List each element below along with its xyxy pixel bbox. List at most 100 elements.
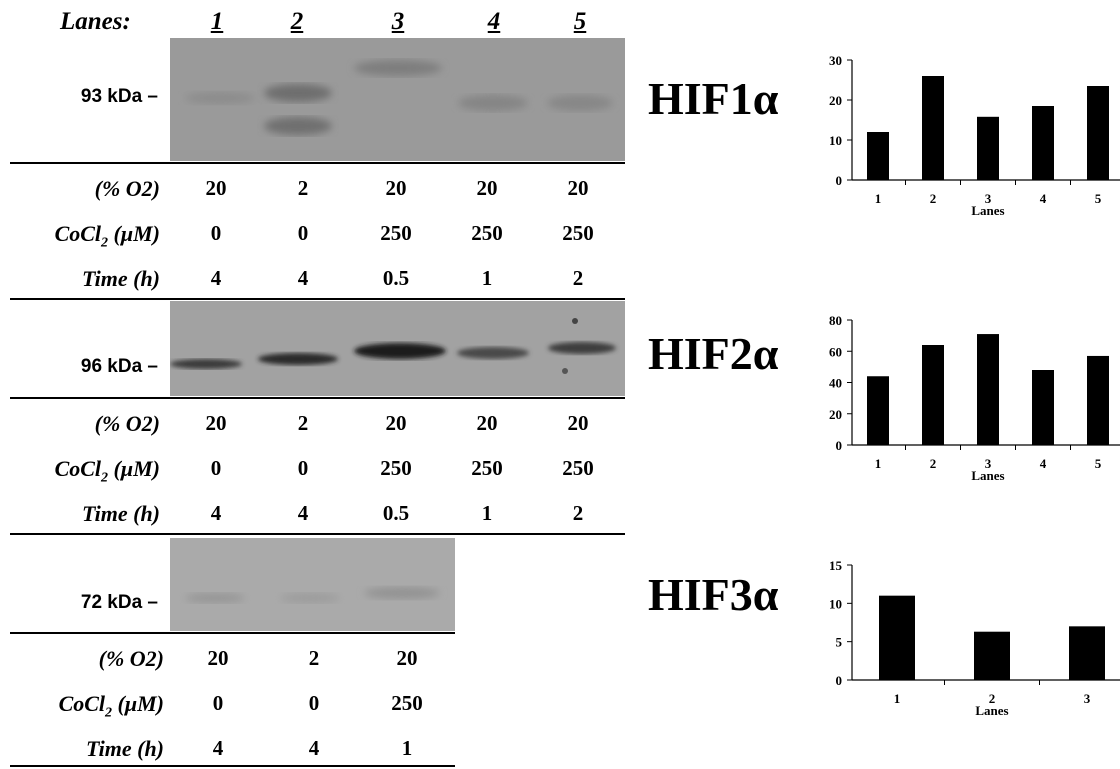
- cocl2-label: CoCl2 (μM): [54, 221, 160, 251]
- bar: [977, 116, 999, 180]
- time-label: Time (h): [82, 266, 160, 291]
- y-tick-label: 60: [829, 344, 842, 359]
- cocl2-value: 250: [380, 221, 412, 245]
- y-tick-label: 10: [829, 596, 842, 611]
- blot-bands-hif3a: [185, 587, 440, 603]
- y-tick-label: 0: [836, 173, 843, 188]
- time-value: 0.5: [382, 266, 410, 290]
- bar: [1087, 86, 1109, 180]
- x-tick-label: 5: [1095, 191, 1102, 206]
- cocl2-value: 0: [297, 221, 309, 245]
- bar: [922, 76, 944, 180]
- protein-label-hif1a: HIF1α: [648, 73, 779, 124]
- x-tick-label: 1: [875, 191, 882, 206]
- o2-value: 20: [385, 411, 407, 435]
- x-axis-label: Lanes: [971, 203, 1004, 218]
- bar: [879, 595, 915, 680]
- o2-label: (% O2): [94, 176, 160, 201]
- y-tick-label: 30: [829, 53, 842, 68]
- cocl2-value: 250: [562, 456, 594, 480]
- x-tick-label: 3: [985, 191, 992, 206]
- o2-value: 20: [207, 646, 229, 670]
- bar-chart-hif3a: 0 5 10 15 1 2 3 Lanes: [829, 558, 1120, 718]
- blot-bands-hif2a: [170, 318, 616, 374]
- bar: [867, 376, 889, 445]
- y-tick-label: 10: [829, 133, 842, 148]
- lane-number-4: 4: [487, 8, 501, 35]
- kda-marker-hif3a: 72 kDa –: [80, 592, 158, 613]
- cocl2-value: 250: [562, 221, 594, 245]
- cocl2-value: 0: [210, 456, 222, 480]
- protein-label-hif2a: HIF2α: [648, 328, 779, 379]
- time-value: 0.5: [382, 501, 410, 525]
- time-value: 4: [297, 501, 309, 525]
- time-value: 4: [210, 501, 222, 525]
- time-label: Time (h): [86, 736, 164, 761]
- lanes-header-label: Lanes:: [60, 8, 131, 35]
- bar-chart-hif2a: 0 20 40 60 80 1 2 3 4 5 Lanes: [829, 313, 1120, 483]
- o2-label: (% O2): [94, 411, 160, 436]
- divider: [10, 162, 625, 164]
- y-tick-label: 20: [829, 93, 842, 108]
- western-blot-hif1a: [170, 38, 625, 161]
- protein-label-hif3a: HIF3α: [648, 569, 779, 620]
- time-value: 2: [572, 501, 584, 525]
- time-label: Time (h): [82, 501, 160, 526]
- time-value: 4: [210, 266, 222, 290]
- bar: [977, 334, 999, 445]
- bar: [974, 631, 1010, 680]
- western-blot-hif2a: [170, 301, 625, 396]
- divider: [10, 533, 625, 535]
- y-tick-label: 20: [829, 407, 842, 422]
- cocl2-value: 0: [212, 691, 224, 715]
- bar: [1069, 626, 1105, 680]
- time-value: 4: [308, 736, 320, 760]
- time-value: 1: [481, 266, 493, 290]
- y-tick-label: 15: [829, 558, 843, 573]
- cocl2-value: 0: [308, 691, 320, 715]
- o2-value: 20: [205, 411, 227, 435]
- blot-bands-hif1a: [185, 60, 613, 135]
- cocl2-label: CoCl2 (μM): [54, 456, 160, 486]
- x-tick-label: 2: [930, 456, 937, 471]
- lane-number-1: 1: [210, 8, 224, 35]
- kda-marker-hif1a: 93 kDa –: [80, 86, 158, 107]
- o2-value: 20: [396, 646, 418, 670]
- x-tick-label: 5: [1095, 456, 1102, 471]
- divider: [10, 632, 455, 634]
- y-tick-label: 80: [829, 313, 842, 328]
- time-value: 4: [212, 736, 224, 760]
- divider: [10, 765, 455, 767]
- cocl2-value: 250: [380, 456, 412, 480]
- lane-number-2: 2: [290, 8, 304, 35]
- bar: [1032, 370, 1054, 445]
- western-blot-hif3a: [170, 538, 455, 631]
- x-tick-label: 1: [875, 456, 882, 471]
- cocl2-value: 0: [297, 456, 309, 480]
- x-axis-label: Lanes: [975, 703, 1008, 718]
- x-tick-label: 3: [1084, 691, 1091, 706]
- bar: [1032, 106, 1054, 180]
- bar: [922, 345, 944, 445]
- o2-value: 20: [567, 176, 589, 200]
- o2-value: 20: [476, 411, 498, 435]
- o2-value: 20: [205, 176, 227, 200]
- o2-value: 20: [385, 176, 407, 200]
- bar: [867, 132, 889, 180]
- time-value: 1: [401, 736, 413, 760]
- o2-value: 20: [567, 411, 589, 435]
- x-tick-label: 2: [989, 691, 996, 706]
- kda-marker-hif2a: 96 kDa –: [80, 356, 158, 377]
- cocl2-label: CoCl2 (μM): [58, 691, 164, 721]
- cocl2-value: 250: [391, 691, 423, 715]
- time-value: 1: [481, 501, 493, 525]
- o2-value: 2: [308, 646, 320, 670]
- y-tick-label: 40: [829, 376, 842, 391]
- y-tick-label: 0: [836, 438, 843, 453]
- divider: [10, 298, 625, 300]
- x-axis-label: Lanes: [971, 468, 1004, 483]
- cocl2-value: 250: [471, 221, 503, 245]
- y-tick-label: 0: [836, 673, 843, 688]
- cocl2-value: 0: [210, 221, 222, 245]
- x-tick-label: 4: [1040, 456, 1047, 471]
